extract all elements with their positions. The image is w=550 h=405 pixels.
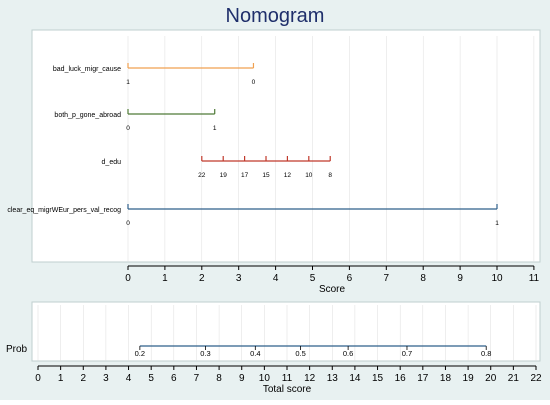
total-score-tick-label: 0 <box>35 373 41 384</box>
total-score-tick-label: 1 <box>58 373 64 384</box>
total-score-tick-label: 15 <box>372 373 384 384</box>
total-score-tick-label: 9 <box>239 373 245 384</box>
probability-grid <box>37 305 537 361</box>
probability-scale: 0.2 0.3 0.4 0.5 0.6 0.7 0.8 <box>135 345 491 358</box>
variable-level-label: 0 <box>126 220 130 227</box>
score-tick-label: 4 <box>273 273 279 284</box>
probability-label: 0.5 <box>295 349 305 358</box>
variable-level-label: 1 <box>126 79 130 86</box>
probability-label: 0.3 <box>200 349 210 358</box>
score-tick-label: 8 <box>420 273 426 284</box>
variable-level-label: 19 <box>220 172 228 179</box>
variable-name: d_edu <box>102 159 122 166</box>
total-score-tick-label: 2 <box>80 373 86 384</box>
probability-label: 0.8 <box>481 349 491 358</box>
total-score-tick-label: 18 <box>440 373 452 384</box>
total-score-tick-label: 13 <box>327 373 339 384</box>
variable-level-label: 1 <box>495 220 499 227</box>
total-score-tick-label: 4 <box>126 373 132 384</box>
variable-level-label: 12 <box>284 172 292 179</box>
probability-panel <box>31 301 541 362</box>
probability-label: 0.2 <box>135 349 145 358</box>
variable-name: clear_eq_migrWEur_pers_val_recog <box>7 207 121 214</box>
score-tick-label: 6 <box>347 273 353 284</box>
variable-row: d_edu 22 19 17 15 12 10 8 <box>102 156 332 179</box>
total-score-tick-label: 5 <box>148 373 154 384</box>
score-tick-label: 5 <box>310 273 316 284</box>
score-tick-label: 9 <box>457 273 463 284</box>
variable-level-label: 0 <box>126 125 130 132</box>
total-score-tick-label: 10 <box>259 373 271 384</box>
variable-level-label: 8 <box>328 172 332 179</box>
variable-name: both_p_gone_abroad <box>54 112 121 119</box>
total-score-tick-label: 11 <box>282 373 293 384</box>
probability-label: 0.6 <box>343 349 353 358</box>
score-tick-label: 10 <box>491 273 503 284</box>
prob-label: Prob <box>6 344 28 355</box>
score-tick-label: 3 <box>236 273 242 284</box>
total-score-tick-label: 16 <box>395 373 407 384</box>
probability-label: 0.4 <box>250 349 260 358</box>
total-score-tick-label: 21 <box>508 373 520 384</box>
chart-title: Nomogram <box>226 5 325 27</box>
total-score-tick-label: 3 <box>103 373 109 384</box>
variable-row: both_p_gone_abroad 0 1 <box>54 109 217 132</box>
total-score-tick-label: 6 <box>171 373 177 384</box>
variable-level-label: 17 <box>241 172 249 179</box>
total-score-tick-label: 14 <box>349 373 361 384</box>
variable-level-label: 1 <box>213 125 217 132</box>
score-tick-label: 7 <box>384 273 390 284</box>
total-score-tick-label: 8 <box>216 373 222 384</box>
variable-row: bad_luck_migr_cause 1 0 <box>53 63 256 86</box>
score-axis: 0 1 2 3 4 5 6 7 8 9 10 11 <box>125 265 540 284</box>
points-grid <box>127 36 535 262</box>
total-score-axis: 0 1 2 3 4 5 6 7 8 9 10 11 12 13 14 15 16 17 18 19 20 21 22 <box>35 365 542 384</box>
score-axis-label: Score <box>319 284 346 295</box>
total-score-tick-label: 7 <box>194 373 200 384</box>
total-score-tick-label: 19 <box>463 373 475 384</box>
score-tick-label: 11 <box>529 273 540 284</box>
total-score-axis-label: Total score <box>263 384 312 395</box>
total-score-tick-label: 12 <box>304 373 316 384</box>
variable-level-label: 10 <box>305 172 313 179</box>
total-score-tick-label: 22 <box>530 373 542 384</box>
total-score-tick-label: 17 <box>417 373 429 384</box>
variable-level-label: 22 <box>198 172 206 179</box>
probability-label: 0.7 <box>402 349 412 358</box>
score-tick-label: 1 <box>162 273 168 284</box>
score-tick-label: 0 <box>125 273 131 284</box>
variable-row: clear_eq_migrWEur_pers_val_recog 0 1 <box>7 204 499 227</box>
total-score-tick-label: 20 <box>485 373 497 384</box>
variable-name: bad_luck_migr_cause <box>53 66 121 73</box>
variable-level-label: 0 <box>252 79 256 86</box>
variable-level-label: 15 <box>262 172 270 179</box>
score-tick-label: 2 <box>199 273 205 284</box>
points-panel <box>31 29 541 263</box>
